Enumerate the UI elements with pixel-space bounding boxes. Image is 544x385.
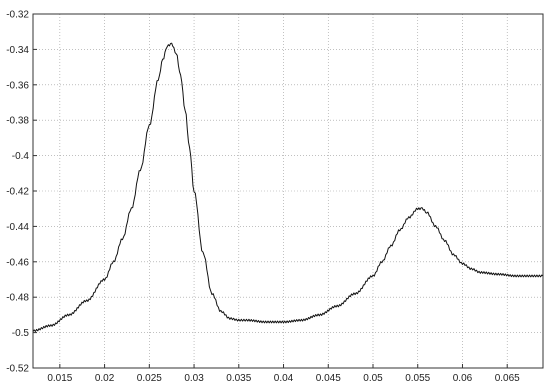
y-tick-label: -0.48 [6, 293, 29, 304]
x-tick-label: 0.04 [274, 373, 294, 384]
x-tick-label: 0.02 [95, 373, 115, 384]
x-tick-label: 0.015 [47, 373, 72, 384]
y-tick-label: -0.32 [6, 10, 29, 21]
x-tick-label: 0.05 [363, 373, 383, 384]
y-tick-label: -0.42 [6, 187, 29, 198]
y-tick-label: -0.36 [6, 80, 29, 91]
x-tick-label: 0.06 [453, 373, 473, 384]
y-tick-label: -0.38 [6, 116, 29, 127]
x-tick-label: 0.055 [405, 373, 430, 384]
x-tick-label: 0.035 [226, 373, 251, 384]
x-tick-label: 0.03 [184, 373, 204, 384]
series-group [32, 42, 544, 332]
x-tick-label: 0.045 [316, 373, 341, 384]
y-tick-label: -0.4 [12, 151, 30, 162]
y-tick-label: -0.34 [6, 45, 29, 56]
y-tick-label: -0.44 [6, 222, 29, 233]
y-tick-label: -0.52 [6, 364, 29, 375]
y-axis: -0.32 -0.34 -0.36 -0.38 -0.4 -0.42 -0.44 -0.46 -… [6, 10, 37, 375]
x-tick-label: 0.065 [495, 373, 520, 384]
y-tick-label: -0.46 [6, 257, 29, 268]
series-line-0 [32, 42, 544, 332]
x-tick-label: 0.025 [137, 373, 162, 384]
x-axis: 0.015 0.02 0.025 0.03 0.035 0.04 0.045 0.05 0.05… [47, 364, 520, 384]
y-tick-label: -0.5 [12, 328, 30, 339]
